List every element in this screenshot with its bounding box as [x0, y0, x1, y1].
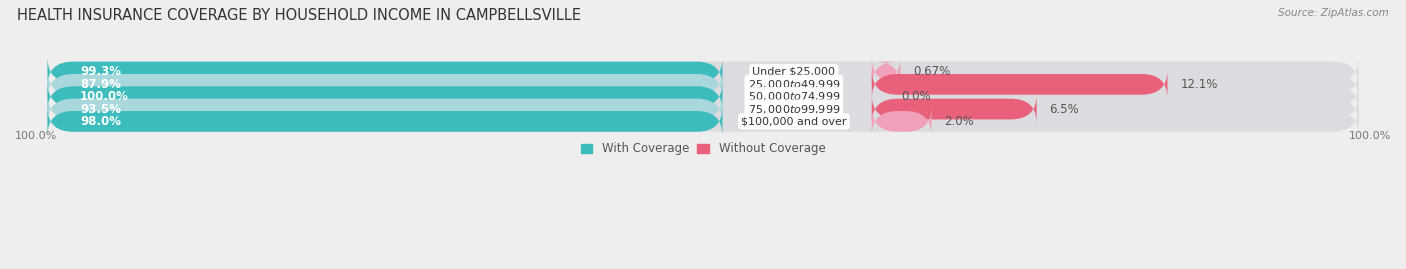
FancyBboxPatch shape: [872, 70, 1167, 99]
Text: $50,000 to $74,999: $50,000 to $74,999: [748, 90, 841, 103]
Text: 87.9%: 87.9%: [80, 78, 121, 91]
Text: 93.5%: 93.5%: [80, 102, 121, 116]
FancyBboxPatch shape: [48, 95, 1358, 123]
Text: Under $25,000: Under $25,000: [752, 67, 835, 77]
FancyBboxPatch shape: [48, 70, 1358, 99]
Text: 98.0%: 98.0%: [80, 115, 121, 128]
FancyBboxPatch shape: [48, 70, 723, 99]
FancyBboxPatch shape: [48, 58, 723, 86]
Text: 6.5%: 6.5%: [1050, 102, 1080, 116]
Text: 100.0%: 100.0%: [15, 131, 58, 141]
FancyBboxPatch shape: [48, 95, 723, 123]
Text: 99.3%: 99.3%: [80, 65, 121, 79]
Legend: With Coverage, Without Coverage: With Coverage, Without Coverage: [576, 138, 830, 160]
FancyBboxPatch shape: [48, 82, 723, 111]
Text: 0.67%: 0.67%: [914, 65, 950, 79]
FancyBboxPatch shape: [48, 107, 723, 136]
Text: 12.1%: 12.1%: [1181, 78, 1218, 91]
Text: 100.0%: 100.0%: [80, 90, 129, 103]
FancyBboxPatch shape: [48, 58, 1358, 86]
Text: $25,000 to $49,999: $25,000 to $49,999: [748, 78, 841, 91]
Text: Source: ZipAtlas.com: Source: ZipAtlas.com: [1278, 8, 1389, 18]
FancyBboxPatch shape: [872, 107, 931, 136]
Text: 100.0%: 100.0%: [1348, 131, 1391, 141]
FancyBboxPatch shape: [48, 107, 1358, 136]
Text: HEALTH INSURANCE COVERAGE BY HOUSEHOLD INCOME IN CAMPBELLSVILLE: HEALTH INSURANCE COVERAGE BY HOUSEHOLD I…: [17, 8, 581, 23]
Text: 2.0%: 2.0%: [945, 115, 974, 128]
FancyBboxPatch shape: [872, 58, 900, 86]
FancyBboxPatch shape: [48, 82, 1358, 111]
Text: 0.0%: 0.0%: [901, 90, 931, 103]
Text: $75,000 to $99,999: $75,000 to $99,999: [748, 102, 841, 116]
FancyBboxPatch shape: [872, 95, 1036, 123]
Text: $100,000 and over: $100,000 and over: [741, 116, 846, 126]
